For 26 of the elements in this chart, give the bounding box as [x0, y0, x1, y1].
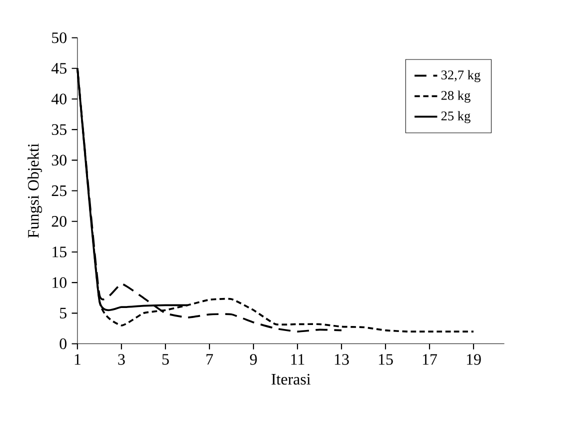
y-tick-label: 20: [52, 216, 66, 227]
x-tick-label: 1: [74, 354, 80, 365]
x-tick-label: 11: [291, 354, 304, 365]
legend-label: 28 kg: [441, 90, 470, 103]
x-tick-label: 13: [334, 354, 349, 365]
x-tick-label: 7: [206, 354, 213, 365]
y-tick-label: 50: [52, 32, 66, 44]
y-tick-label: 45: [51, 63, 66, 74]
y-tick-label: 0: [60, 338, 66, 350]
y-tick-label: 35: [52, 124, 66, 136]
y-tick-label: 30: [52, 154, 66, 166]
y-tick-label: 5: [60, 308, 66, 319]
x-axis-title: Iterasi: [272, 374, 310, 385]
x-tick-label: 5: [162, 354, 169, 365]
x-tick-label: 17: [422, 354, 438, 365]
y-tick-label: 25: [52, 186, 66, 196]
x-tick-label: 15: [378, 354, 393, 365]
x-tick-label: 9: [250, 354, 257, 365]
y-tick-label: 10: [52, 277, 66, 288]
y-axis-title: Fungsi Objekti: [28, 144, 42, 238]
x-tick-label: 19: [466, 354, 481, 365]
legend-label: 25 kg: [441, 111, 470, 124]
x-tick-label: 3: [118, 354, 125, 365]
legend-label: 32,7 kg: [441, 70, 480, 82]
y-tick-label: 15: [52, 246, 66, 258]
y-tick-label: 40: [51, 94, 66, 104]
